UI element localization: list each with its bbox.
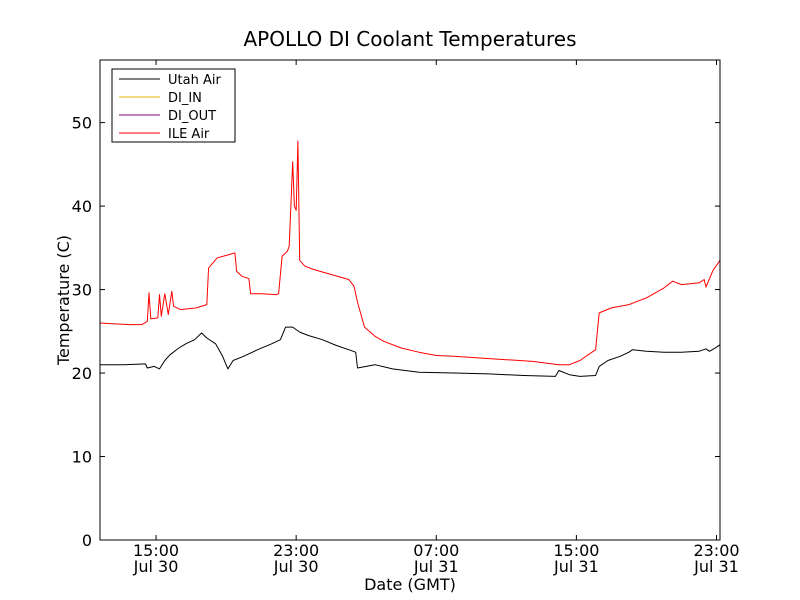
x-tick-date: Jul 31 (413, 557, 459, 576)
legend-label: Utah Air (168, 73, 221, 88)
x-tick-date: Jul 30 (273, 557, 319, 576)
x-tick-time: 07:00 (413, 541, 459, 560)
y-tick-label: 20 (72, 364, 92, 383)
y-tick-label: 50 (72, 114, 92, 133)
series-layer (99, 140, 721, 377)
x-tick-time: 15:00 (553, 541, 599, 560)
legend-label: ILE Air (168, 127, 210, 142)
plot-frame (99, 59, 721, 541)
x-tick-date: Jul 31 (693, 557, 739, 576)
x-tick-date: Jul 30 (133, 557, 179, 576)
series-line-ile-air (99, 140, 721, 366)
x-tick-date: Jul 31 (553, 557, 599, 576)
x-tick-time: 15:00 (133, 541, 179, 560)
legend-label: DI_OUT (168, 109, 216, 124)
y-tick-label: 10 (72, 448, 92, 467)
legend-box (111, 68, 236, 143)
x-tick-time: 23:00 (693, 541, 739, 560)
legend: Utah Air DI_IN DI_OUT ILE Air (111, 68, 236, 143)
y-tick-label: 30 (72, 281, 92, 300)
x-tick-time: 23:00 (273, 541, 319, 560)
y-tick-label: 0 (82, 531, 92, 550)
x-axis-label: Date (GMT) (364, 575, 456, 594)
chart-title: APOLLO DI Coolant Temperatures (243, 27, 576, 51)
legend-label: DI_IN (168, 91, 202, 106)
series-line-utah-air (100, 326, 721, 377)
y-tick-label: 40 (72, 197, 92, 216)
y-axis-label: Temperature (C) (54, 235, 73, 366)
